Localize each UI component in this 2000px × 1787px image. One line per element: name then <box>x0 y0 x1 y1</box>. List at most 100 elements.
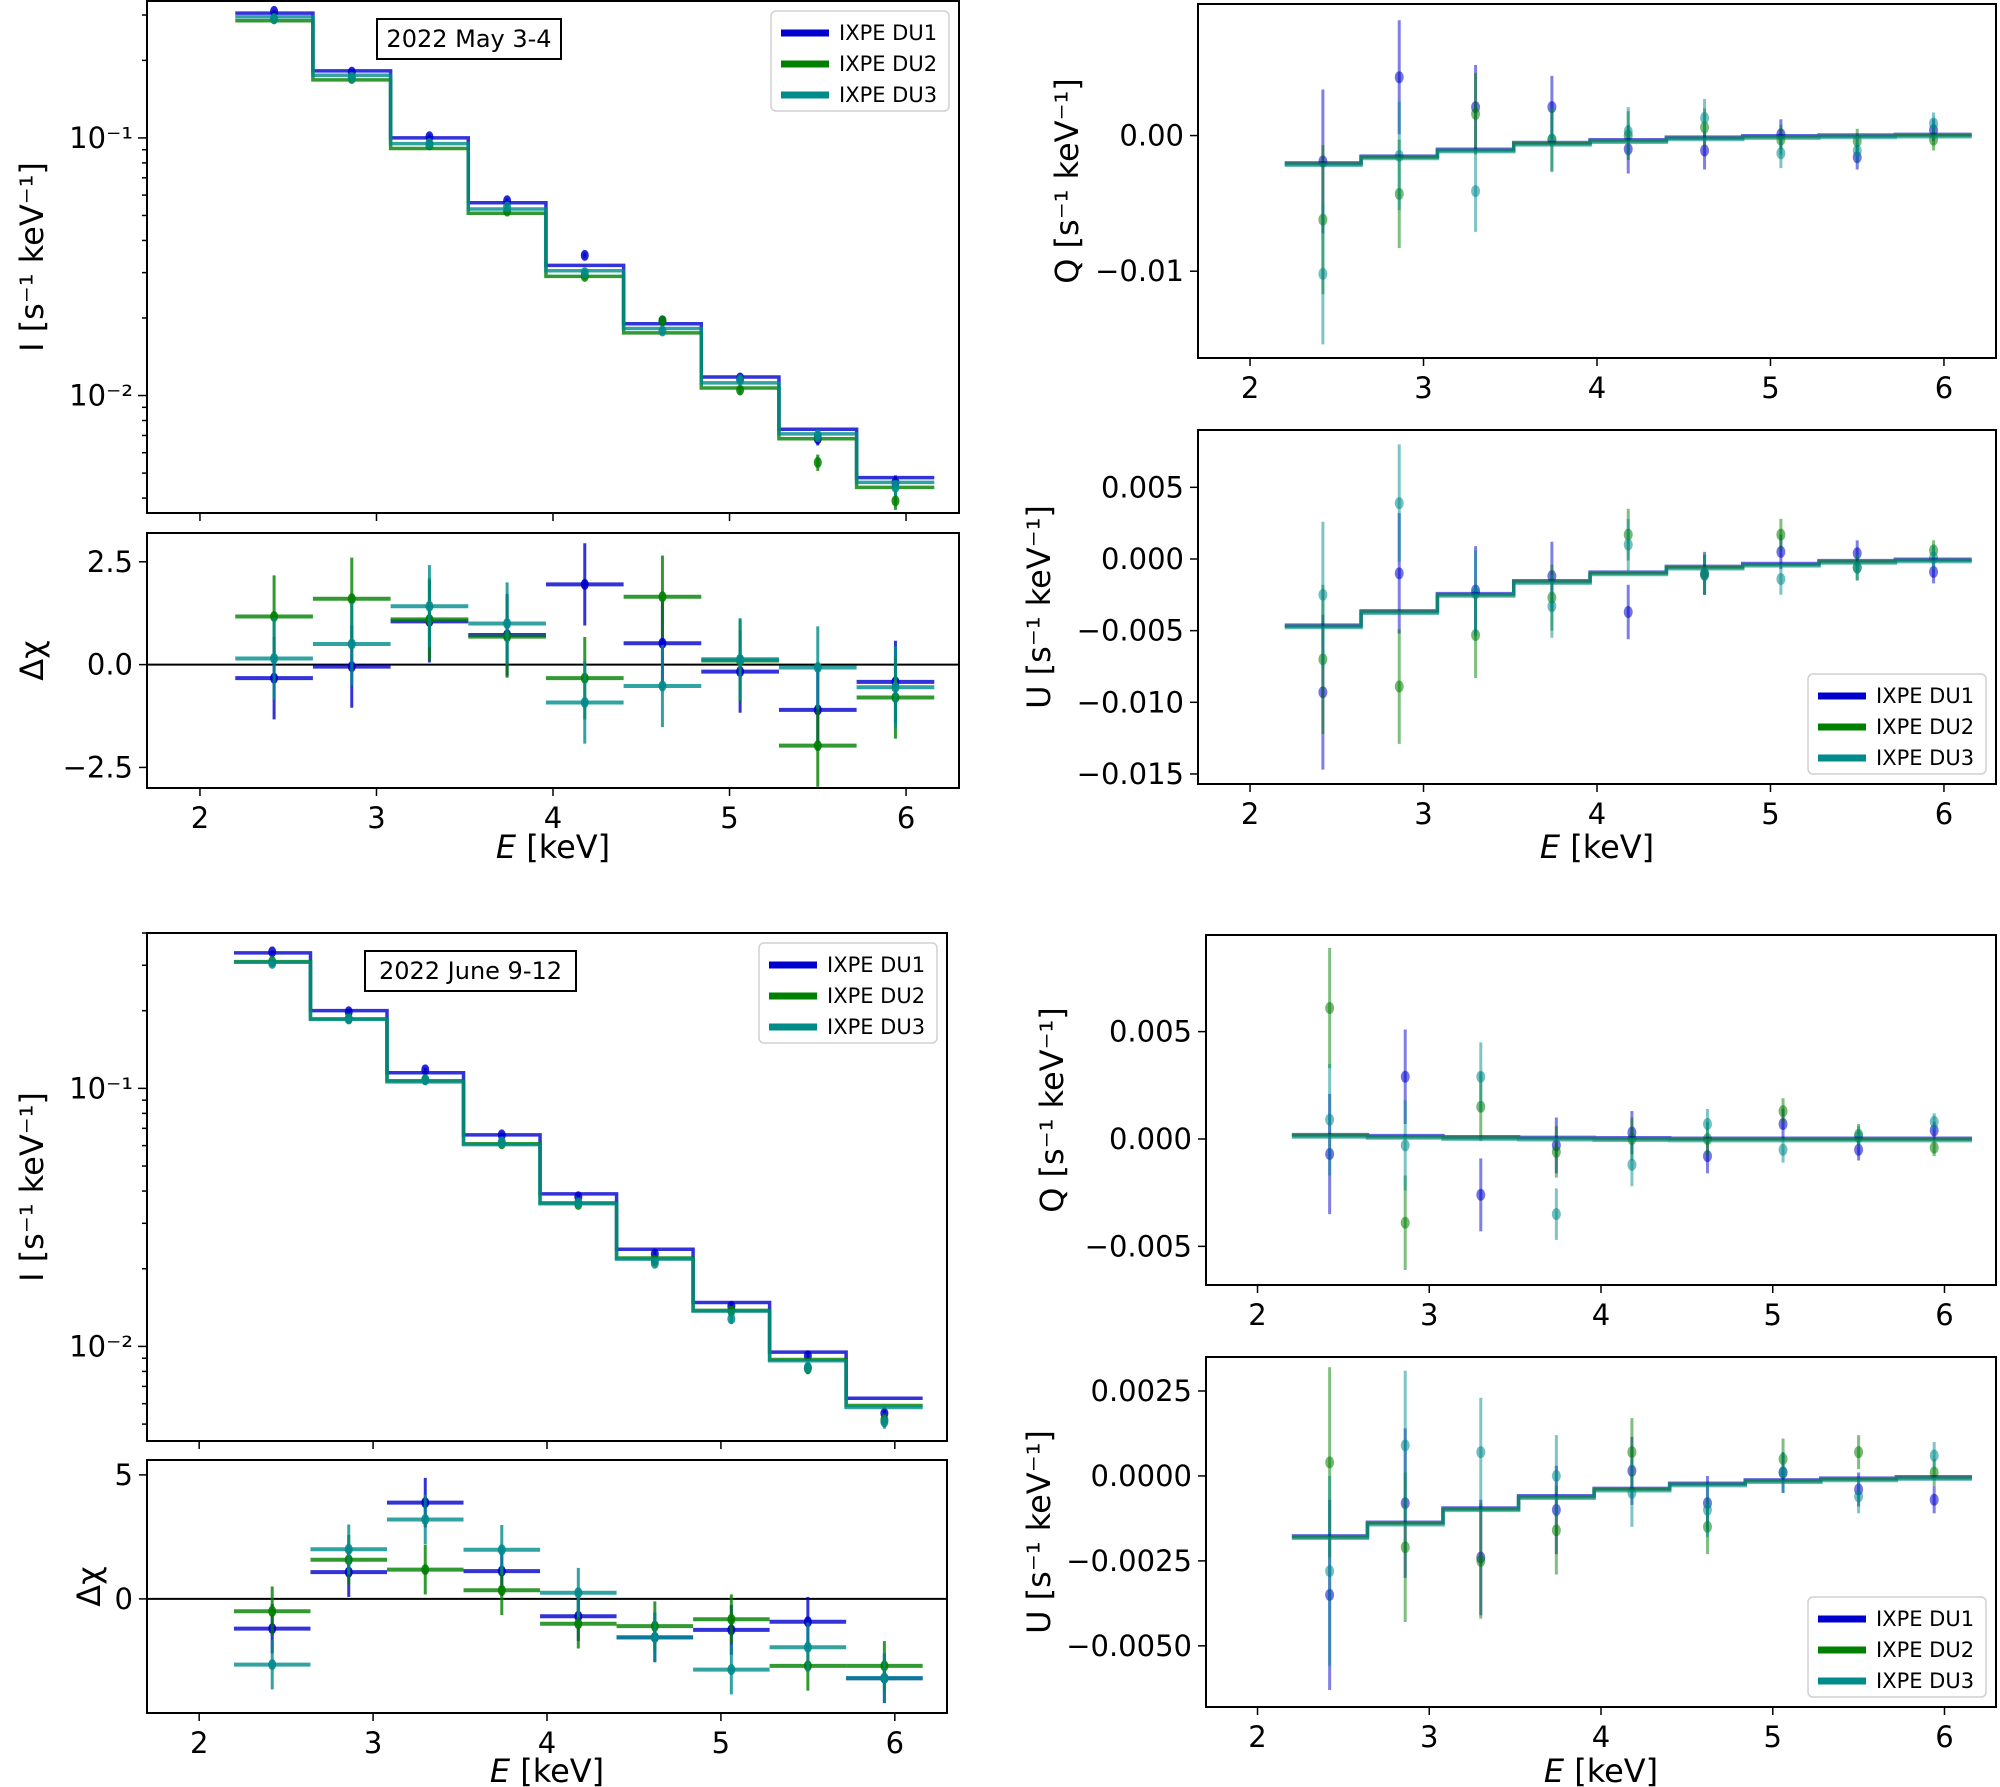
data-point-DU3 <box>1776 147 1786 160</box>
x-tick-label: 4 <box>1588 371 1606 405</box>
data-point-DU1 <box>268 946 277 958</box>
y-tick-label: 5 <box>115 1458 133 1492</box>
x-tick-label: 2 <box>1248 1298 1266 1332</box>
data-point-DU2 <box>1627 1446 1637 1459</box>
x-tick-label: 5 <box>712 1726 730 1760</box>
x-tick-label: 2 <box>1248 1720 1266 1754</box>
axes-frame <box>146 1459 948 1714</box>
panel-june-resid: 0 5 2 3 4 5 6 Δχ E [keV] <box>70 1458 948 1787</box>
data-point-DU3 <box>347 71 356 83</box>
y-tick-label: −0.0025 <box>1066 1544 1192 1578</box>
y-tick-label: 0.005 <box>1109 1015 1192 1049</box>
axes-frame <box>146 532 960 789</box>
plot-area <box>1284 20 1972 345</box>
data-point-DU3 <box>880 1416 889 1428</box>
data-point-DU3 <box>270 13 279 25</box>
data-point-DU3 <box>1929 117 1939 130</box>
y-tick-label: −0.01 <box>1095 254 1184 288</box>
data-point-DU3 <box>503 201 512 213</box>
resid-point-DU3 <box>425 600 434 612</box>
legend-label-DU3: IXPE DU3 <box>839 83 937 107</box>
resid-point-DU2 <box>813 740 822 752</box>
x-tick-label: 4 <box>544 801 562 835</box>
x-label-unit: [keV] <box>1564 1752 1658 1787</box>
data-point-DU3 <box>803 1361 812 1373</box>
resid-point-DU3 <box>880 1672 889 1684</box>
x-tick-label: 5 <box>1764 1720 1782 1754</box>
x-label-var: E <box>496 828 517 866</box>
x-axis-label: E [keV] <box>490 1752 604 1787</box>
legend-label-DU3: IXPE DU3 <box>1876 1669 1974 1693</box>
legend: IXPE DU1 IXPE DU2 IXPE DU3 <box>1807 1596 1987 1698</box>
resid-point-DU3 <box>270 652 279 664</box>
data-point-DU3 <box>1776 573 1786 586</box>
model-step-DU3 <box>1291 1135 1972 1143</box>
data-point-DU3 <box>1627 1158 1637 1171</box>
resid-point-DU2 <box>727 1613 736 1625</box>
data-point-DU2 <box>736 384 745 396</box>
resid-point-DU2 <box>268 1605 277 1617</box>
data-point-DU3 <box>1854 1490 1864 1503</box>
x-tick-label: 3 <box>367 801 385 835</box>
axes-frame <box>1197 3 1997 359</box>
resid-point-DU3 <box>813 661 822 673</box>
legend: IXPE DU1 IXPE DU2 IXPE DU3 <box>770 10 950 112</box>
y-tick-label: 0.005 <box>1101 470 1184 504</box>
x-tick-label: 6 <box>1935 1298 1953 1332</box>
data-point-DU3 <box>574 1197 583 1209</box>
data-point-DU1 <box>1776 545 1786 558</box>
data-point-DU3 <box>1702 1503 1712 1516</box>
data-point-DU3 <box>727 1313 736 1325</box>
data-point-DU1 <box>1476 1188 1486 1201</box>
x-tick-label: 3 <box>1414 797 1432 831</box>
legend-label-DU2: IXPE DU2 <box>1876 1638 1974 1662</box>
x-tick-label: 2 <box>1241 797 1259 831</box>
x-label-var: E <box>1540 828 1561 866</box>
legend: IXPE DU1 IXPE DU2 IXPE DU3 <box>1807 673 1987 775</box>
plot-area <box>233 946 923 1429</box>
x-tick-label: 2 <box>1241 371 1259 405</box>
resid-point-DU1 <box>658 637 667 649</box>
data-point-DU2 <box>658 315 667 327</box>
data-point-DU2 <box>1325 1456 1335 1469</box>
data-point-DU1 <box>1854 1143 1864 1156</box>
resid-point-DU3 <box>580 696 589 708</box>
data-point-DU3 <box>1547 600 1557 613</box>
plot-area <box>1284 444 1972 770</box>
x-tick-label: 2 <box>190 1726 208 1760</box>
model-step-DU3 <box>1291 1477 1972 1541</box>
data-point-DU1 <box>580 249 589 261</box>
resid-point-DU2 <box>658 591 667 603</box>
resid-point-DU2 <box>497 1584 506 1596</box>
resid-point-DU2 <box>270 610 279 622</box>
y-tick-label: 0.000 <box>1109 1122 1192 1156</box>
x-label-unit: [keV] <box>510 1752 604 1787</box>
y-tick-label: −0.015 <box>1077 757 1184 791</box>
y-tick-label: 0.0 <box>87 648 133 682</box>
resid-point-DU1 <box>580 578 589 590</box>
x-label-var: E <box>1544 1752 1565 1787</box>
y-tick-label: 10⁻² <box>69 379 133 413</box>
resid-point-DU2 <box>347 593 356 605</box>
model-step-DU1 <box>235 11 935 480</box>
data-point-DU3 <box>1778 1466 1788 1479</box>
data-point-DU3 <box>1700 568 1710 581</box>
x-tick-label: 4 <box>1588 797 1606 831</box>
resid-point-DU3 <box>268 1659 277 1671</box>
resid-point-DU3 <box>891 681 900 693</box>
data-point-DU3 <box>1400 1439 1410 1452</box>
data-point-DU3 <box>813 429 822 441</box>
x-tick-label: 6 <box>897 801 915 835</box>
y-axis-label: Δχ <box>70 1566 108 1606</box>
x-axis-label: E [keV] <box>496 828 610 866</box>
y-tick-label: 10⁻¹ <box>69 1071 133 1105</box>
y-tick-label: −0.0050 <box>1066 1629 1192 1663</box>
y-tick-label: 10⁻² <box>69 1329 133 1363</box>
panel-may-Q: −0.01 0.00 2 3 4 5 6 Q [s⁻¹ keV⁻¹] <box>1048 3 1997 405</box>
data-point-DU1 <box>1623 606 1633 619</box>
legend-label-DU1: IXPE DU1 <box>827 953 925 977</box>
y-tick-label: 10⁻¹ <box>69 121 133 155</box>
data-point-DU3 <box>891 481 900 493</box>
data-point-DU3 <box>1471 185 1481 198</box>
data-point-DU3 <box>1551 1469 1561 1482</box>
